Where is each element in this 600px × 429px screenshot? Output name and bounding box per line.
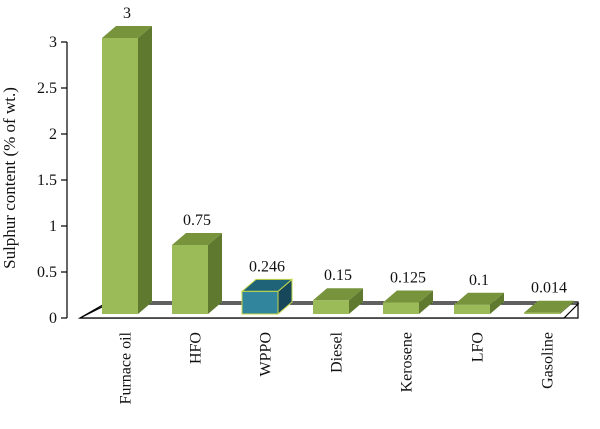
bar-side-face <box>419 290 433 314</box>
bar-front-face <box>172 245 208 314</box>
bar-side-face <box>349 288 363 314</box>
category-label: WPPO <box>258 332 275 376</box>
y-tick-label: 2 <box>49 126 57 143</box>
category-label: Gasoline <box>540 332 557 389</box>
data-label: 0.75 <box>183 212 211 229</box>
bar-front-face <box>454 304 490 314</box>
bar-wppo <box>240 278 294 316</box>
bar-side-face <box>490 292 504 314</box>
bar-top-face <box>102 26 152 38</box>
bar-gasoline <box>524 300 574 314</box>
bar-hfo <box>172 233 222 314</box>
bar-top-face <box>383 290 433 303</box>
y-tick-label: 1 <box>49 218 57 235</box>
bar-top-face <box>313 288 363 301</box>
bar-furnace-oil <box>102 26 152 314</box>
bar-top-face <box>172 233 222 245</box>
data-label: 0.246 <box>249 258 285 275</box>
bar-top-face <box>524 300 574 313</box>
y-tick-label: 1.5 <box>37 172 57 189</box>
bar-lfo <box>454 292 504 314</box>
bar-diesel <box>313 288 363 314</box>
category-label: Diesel <box>329 331 346 372</box>
data-label: 3 <box>123 5 131 22</box>
y-tick-label: 0 <box>49 310 57 327</box>
bar-front-face <box>241 290 279 315</box>
bar-front-face <box>524 312 560 314</box>
y-tick-label: 2.5 <box>37 80 57 97</box>
category-label: Furnace oil <box>118 331 135 404</box>
category-label: LFO <box>470 332 487 362</box>
bar-side-face <box>138 26 152 314</box>
y-tick-label: 3 <box>49 34 57 51</box>
bars <box>102 26 574 316</box>
y-axis-label: Sulphur content (% of wt.) <box>0 87 19 269</box>
x-axis-categories: Furnace oil HFO WPPO Diesel Kerosene LFO Gasol… <box>118 331 557 404</box>
data-label: 0.15 <box>324 267 352 284</box>
bar-front-face <box>313 300 349 314</box>
bar-kerosene <box>383 290 433 314</box>
data-label: 0.125 <box>390 270 426 287</box>
bar-front-face <box>102 38 138 314</box>
y-axis: 0 0.5 1 1.5 2 2.5 3 <box>37 34 68 327</box>
bar-top-face <box>454 292 504 305</box>
bar-front-face <box>383 302 419 314</box>
data-labels: 3 0.75 0.246 0.15 0.125 0.1 0.014 <box>123 5 567 297</box>
data-label: 0.1 <box>469 272 489 289</box>
data-label: 0.014 <box>531 280 567 297</box>
y-tick-label: 0.5 <box>37 264 57 281</box>
category-label: HFO <box>188 332 205 364</box>
category-label: Kerosene <box>399 332 416 392</box>
bar-side-face <box>208 233 222 314</box>
bar-side-face <box>560 300 574 314</box>
